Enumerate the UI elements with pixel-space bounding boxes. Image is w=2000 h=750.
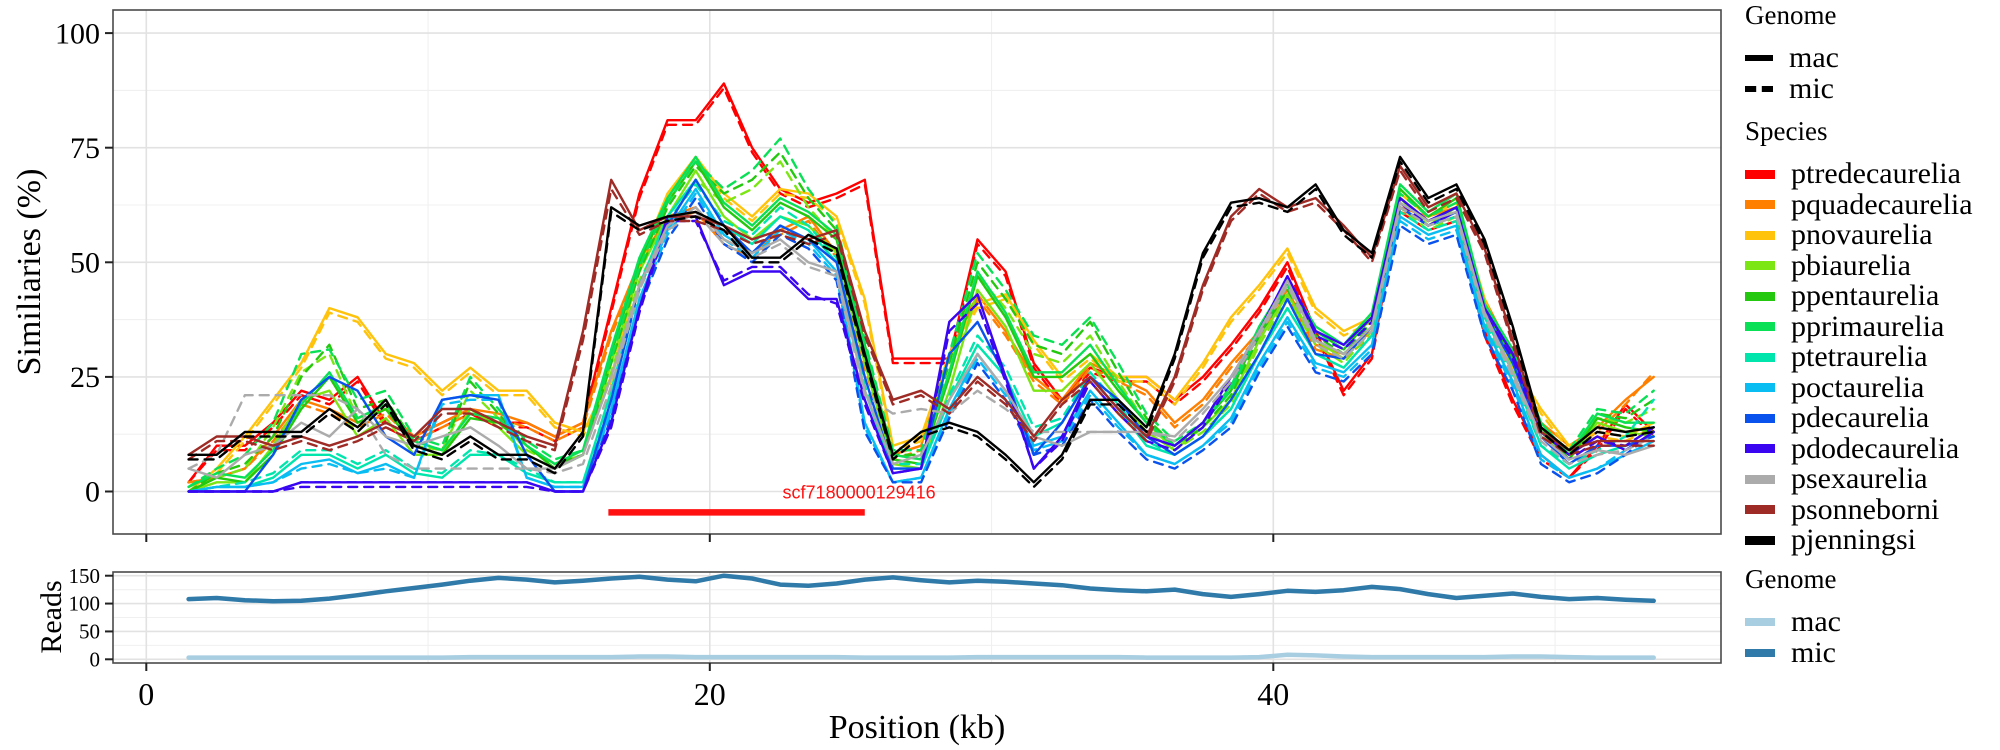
ptredecaurelia-swatch-icon <box>1745 169 1775 179</box>
reads-lines <box>186 573 1656 660</box>
legend-item-pjenningsi: pjenningsi <box>1745 525 1973 556</box>
series-psonneborni-mic <box>187 169 1655 461</box>
y-tick-label: 100 <box>55 17 100 50</box>
legend-item-label: mic <box>1789 71 1834 105</box>
legend-item-label: ptetraurelia <box>1791 340 1928 374</box>
similarity-panel-border <box>112 9 1722 535</box>
legend-item-pbiaurelia: pbiaurelia <box>1745 248 1973 282</box>
y-tick-label: 0 <box>85 476 100 509</box>
legend-item-label: mac <box>1791 605 1841 639</box>
scaffold-bar <box>608 509 865 516</box>
series-pjenningsi-mac <box>187 155 1655 484</box>
legend-species: Species ptredecaurelia pquadecaurelia pnov… <box>1745 116 1973 556</box>
legend-item-label: pprimaurelia <box>1791 309 1945 343</box>
y-tick-label: 50 <box>79 620 100 644</box>
x-tick-label: 0 <box>138 676 154 712</box>
x-tick-label: 20 <box>694 676 726 712</box>
x-tick-label: 40 <box>1257 676 1289 712</box>
y-tick-label: 100 <box>69 592 101 616</box>
ppentaurelia-swatch-icon <box>1745 291 1775 301</box>
legend-item-label: pbiaurelia <box>1791 248 1911 282</box>
pprimaurelia-swatch-icon <box>1745 322 1775 332</box>
psexaurelia-swatch-icon <box>1745 474 1775 484</box>
reads-series-mic <box>186 573 1656 604</box>
poctaurelia-swatch-icon <box>1745 383 1775 393</box>
legend-genome-reads-title: Genome <box>1745 564 1837 594</box>
similarity-lines: scf7180000129416 <box>187 82 1655 516</box>
reads-panel-border <box>112 571 1722 664</box>
x-axis-title: Position (kb) <box>828 709 1006 746</box>
legend-item-reads-genome-mac: mac <box>1745 607 1841 638</box>
legend-item-pdecaurelia: pdecaurelia <box>1745 403 1973 434</box>
legend-item-label: psexaurelia <box>1791 462 1928 496</box>
legend-item-psexaurelia: psexaurelia <box>1745 464 1973 495</box>
legend-item-label: mac <box>1789 41 1839 75</box>
legend-item-label: pdodecaurelia <box>1791 431 1960 465</box>
ptetraurelia-swatch-icon <box>1745 352 1775 362</box>
legend-item-label: pdecaurelia <box>1791 401 1930 435</box>
series-psexaurelia-mic <box>187 206 1655 475</box>
pdodecaurelia-swatch-icon <box>1745 444 1775 454</box>
scaffold-label: scf7180000129416 <box>783 482 936 502</box>
legend-item-label: psonneborni <box>1791 492 1940 526</box>
pbiaurelia-swatch-icon <box>1745 261 1775 271</box>
series-poctaurelia-mic <box>187 192 1655 493</box>
similarity-y-axis-title: Similiaries (%) <box>11 168 48 376</box>
legend-item-ptredecaurelia: ptredecaurelia <box>1745 159 1973 190</box>
legend-item-label: ptredecaurelia <box>1791 157 1961 191</box>
legend-species-title: Species <box>1745 116 1828 146</box>
pjenningsi-swatch-icon <box>1745 535 1775 545</box>
y-tick-label: 150 <box>69 564 101 588</box>
legend-item-poctaurelia: poctaurelia <box>1745 370 1973 404</box>
legend-item-label: pnovaurelia <box>1791 218 1933 252</box>
legend-item-pprimaurelia: pprimaurelia <box>1745 309 1973 343</box>
legend-genome-title: Genome <box>1745 0 1837 30</box>
genome-mac-swatch-icon <box>1745 55 1773 62</box>
reads-genome-mac-swatch-icon <box>1745 618 1775 627</box>
y-tick-label: 75 <box>70 132 100 165</box>
legend-item-pdodecaurelia: pdodecaurelia <box>1745 431 1973 465</box>
series-pjenningsi-mic <box>187 160 1655 489</box>
y-tick-label: 25 <box>70 361 100 394</box>
legend-item-pnovaurelia: pnovaurelia <box>1745 220 1973 251</box>
series-psexaurelia-mac <box>187 201 1655 479</box>
legend-item-label: mic <box>1791 635 1836 669</box>
legend-item-label: pjenningsi <box>1791 523 1916 557</box>
series-psonneborni-mac <box>187 164 1655 456</box>
legend-item-label: ppentaurelia <box>1791 279 1940 313</box>
legend-item-genome-mac: mac <box>1745 43 1839 74</box>
psonneborni-swatch-icon <box>1745 505 1775 515</box>
genome-mic-swatch-icon <box>1745 85 1773 92</box>
legend-genome-linetype: Genome mac mic <box>1745 0 1839 104</box>
y-tick-label: 0 <box>90 647 101 671</box>
legend-item-genome-mic: mic <box>1745 71 1839 105</box>
y-tick-label: 50 <box>70 247 100 280</box>
series-pdodecaurelia-mic <box>187 201 1655 493</box>
reads-y-axis-title: Reads <box>35 580 68 654</box>
legend-item-ptetraurelia: ptetraurelia <box>1745 342 1973 373</box>
series-pprimaurelia-mic <box>187 137 1655 489</box>
legend-item-reads-genome-mic: mic <box>1745 635 1841 669</box>
legend-item-label: poctaurelia <box>1791 370 1925 404</box>
reads-genome-mic-swatch-icon <box>1745 648 1775 657</box>
legend-genome-reads: Genome mac mic <box>1745 564 1841 668</box>
reads-series-mac <box>186 652 1656 660</box>
legend-item-ppentaurelia: ppentaurelia <box>1745 281 1973 312</box>
pnovaurelia-swatch-icon <box>1745 230 1775 240</box>
pquadecaurelia-swatch-icon <box>1745 200 1775 210</box>
legend-item-pquadecaurelia: pquadecaurelia <box>1745 187 1973 221</box>
pdecaurelia-swatch-icon <box>1745 413 1775 423</box>
series-pprimaurelia-mac <box>187 155 1655 489</box>
legend-item-psonneborni: psonneborni <box>1745 492 1973 526</box>
legend-item-label: pquadecaurelia <box>1791 187 1973 221</box>
